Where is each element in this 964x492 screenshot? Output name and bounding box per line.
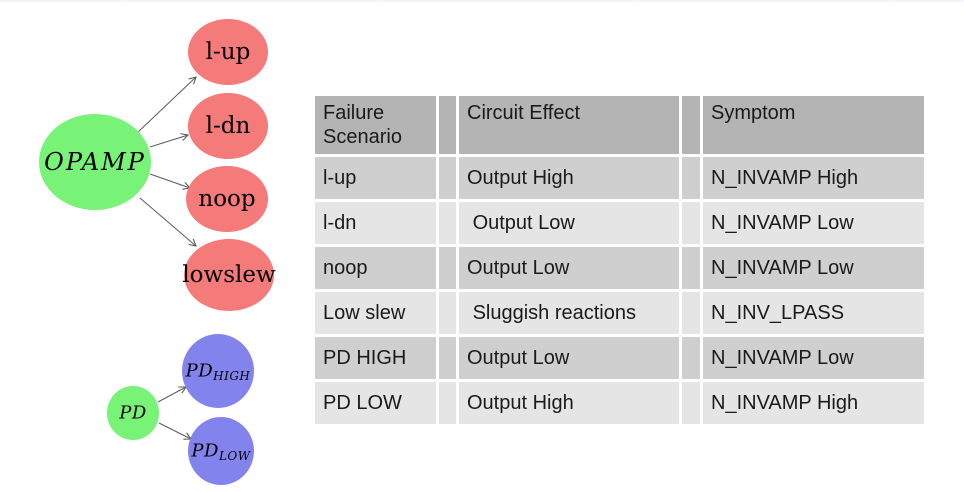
cell-symptom: N_INVAMP Low <box>703 337 924 379</box>
edge-arrow <box>136 76 197 134</box>
spacer-cell <box>682 157 700 199</box>
spacer-cell <box>439 292 456 334</box>
node-label-l-dn: l-dn <box>206 113 251 139</box>
cell-effect: Output Low <box>459 337 679 379</box>
spacer-cell <box>682 337 700 379</box>
node-label-l-up: l-up <box>206 39 251 65</box>
cell-symptom: N_INVAMP High <box>703 157 924 199</box>
cell-scenario: PD HIGH <box>315 337 436 379</box>
cell-scenario: PD LOW <box>315 382 436 424</box>
node-ellipse-l-up <box>188 19 268 85</box>
spacer-cell <box>439 157 456 199</box>
edge-arrow <box>158 422 193 440</box>
cell-scenario: noop <box>315 247 436 289</box>
node-ellipse-pd-high <box>182 334 254 408</box>
cell-symptom: N_INV_LPASS <box>703 292 924 334</box>
spacer-cell <box>439 247 456 289</box>
column-header-circuit-effect: Circuit Effect <box>459 96 679 154</box>
spacer-cell <box>439 202 456 244</box>
cell-effect: Output High <box>459 157 679 199</box>
spacer-cell <box>682 247 700 289</box>
node-ellipse-pd-low <box>188 417 254 485</box>
edge-arrow <box>149 173 192 190</box>
node-label-opamp: OPAMP <box>44 148 146 176</box>
failure-scenario-table: Failure Scenario Circuit Effect Symptom … <box>312 93 927 427</box>
cell-symptom: N_INVAMP Low <box>703 247 924 289</box>
node-label-pd: PD <box>118 403 147 424</box>
node-label-lowslew: lowslew <box>182 262 276 288</box>
table-row-noop: noop Output Low N_INVAMP Low <box>315 247 924 289</box>
column-header-failure-scenario: Failure Scenario <box>315 96 436 154</box>
spacer-cell <box>439 337 456 379</box>
table-row-l-up: l-up Output High N_INVAMP High <box>315 157 924 199</box>
node-ellipse-lowslew <box>184 239 274 311</box>
table-row-pd-low: PD LOW Output High N_INVAMP High <box>315 382 924 424</box>
edge-arrow <box>149 133 190 148</box>
cell-scenario: l-dn <box>315 202 436 244</box>
edge-arrow <box>157 386 188 403</box>
cell-effect: Output Low <box>459 247 679 289</box>
cell-effect: Output High <box>459 382 679 424</box>
node-ellipse-opamp <box>39 114 151 210</box>
spacer-cell <box>682 382 700 424</box>
table-row-pd-high: PD HIGH Output Low N_INVAMP Low <box>315 337 924 379</box>
spacer-cell <box>682 202 700 244</box>
spacer-cell <box>439 382 456 424</box>
node-ellipse-l-dn <box>188 93 268 159</box>
table-row-low-slew: Low slew Sluggish reactions N_INV_LPASS <box>315 292 924 334</box>
node-ellipse-noop <box>186 166 268 232</box>
cell-symptom: N_INVAMP High <box>703 382 924 424</box>
top-edge-highlight <box>0 0 964 4</box>
cell-effect: Output Low <box>459 202 679 244</box>
spacer-cell <box>682 292 700 334</box>
edge-arrow <box>139 197 197 247</box>
header-spacer-cell <box>439 96 456 154</box>
node-label-noop: noop <box>198 186 255 212</box>
node-ellipse-pd <box>107 386 159 440</box>
header-spacer-cell <box>682 96 700 154</box>
cell-symptom: N_INVAMP Low <box>703 202 924 244</box>
cell-scenario: Low slew <box>315 292 436 334</box>
table-row-l-dn: l-dn Output Low N_INVAMP Low <box>315 202 924 244</box>
column-header-symptom: Symptom <box>703 96 924 154</box>
table-header-row: Failure Scenario Circuit Effect Symptom <box>315 96 924 154</box>
opamp-fault-graph: OPAMP l-up l-dn noop lowslew <box>39 19 276 311</box>
cell-effect: Sluggish reactions <box>459 292 679 334</box>
cell-scenario: l-up <box>315 157 436 199</box>
